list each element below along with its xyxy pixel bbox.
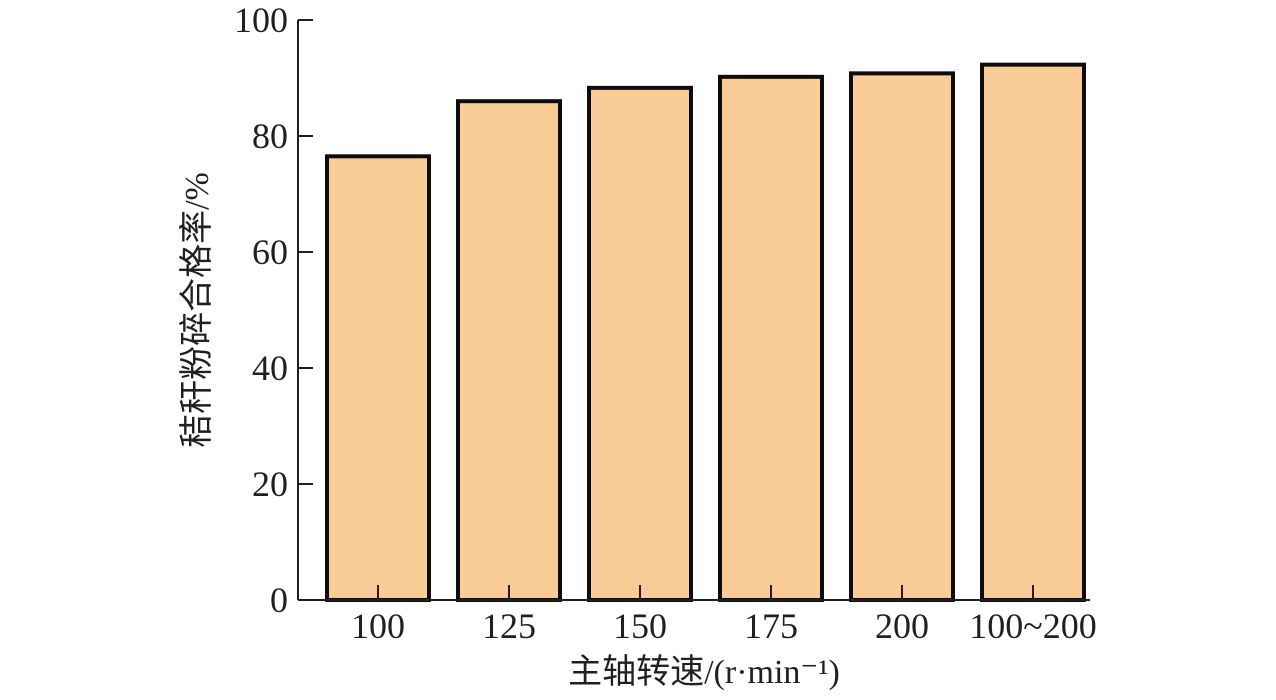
y-axis-title: 秸秆粉碎合格率/% (178, 172, 216, 448)
x-tick-label: 200 (875, 606, 929, 646)
bar-4 (849, 71, 955, 603)
x-tick-label: 125 (482, 606, 536, 646)
x-tick-label: 100 (351, 606, 405, 646)
y-tick-label: 80 (252, 116, 288, 156)
bar-1 (456, 99, 562, 602)
bar-3 (718, 74, 824, 602)
y-axis-ticks: 0 20 40 60 80 100 (234, 0, 313, 620)
bar-2 (587, 85, 693, 603)
x-tick-label: 150 (613, 606, 667, 646)
y-tick-label: 100 (234, 0, 288, 40)
bar-5 (980, 62, 1086, 603)
x-tick-label: 175 (744, 606, 798, 646)
y-tick-label: 0 (270, 580, 288, 620)
y-tick-label: 40 (252, 348, 288, 388)
x-axis-title: 主轴转速/(r·min⁻¹) (568, 653, 840, 691)
x-tick-label: 100~200 (969, 606, 1096, 646)
y-tick-label: 60 (252, 232, 288, 272)
bar-0 (325, 154, 431, 603)
bars-group (325, 62, 1086, 603)
y-tick-label: 20 (252, 464, 288, 504)
x-axis-ticks: 100 125 150 175 200 100~200 (351, 585, 1097, 646)
